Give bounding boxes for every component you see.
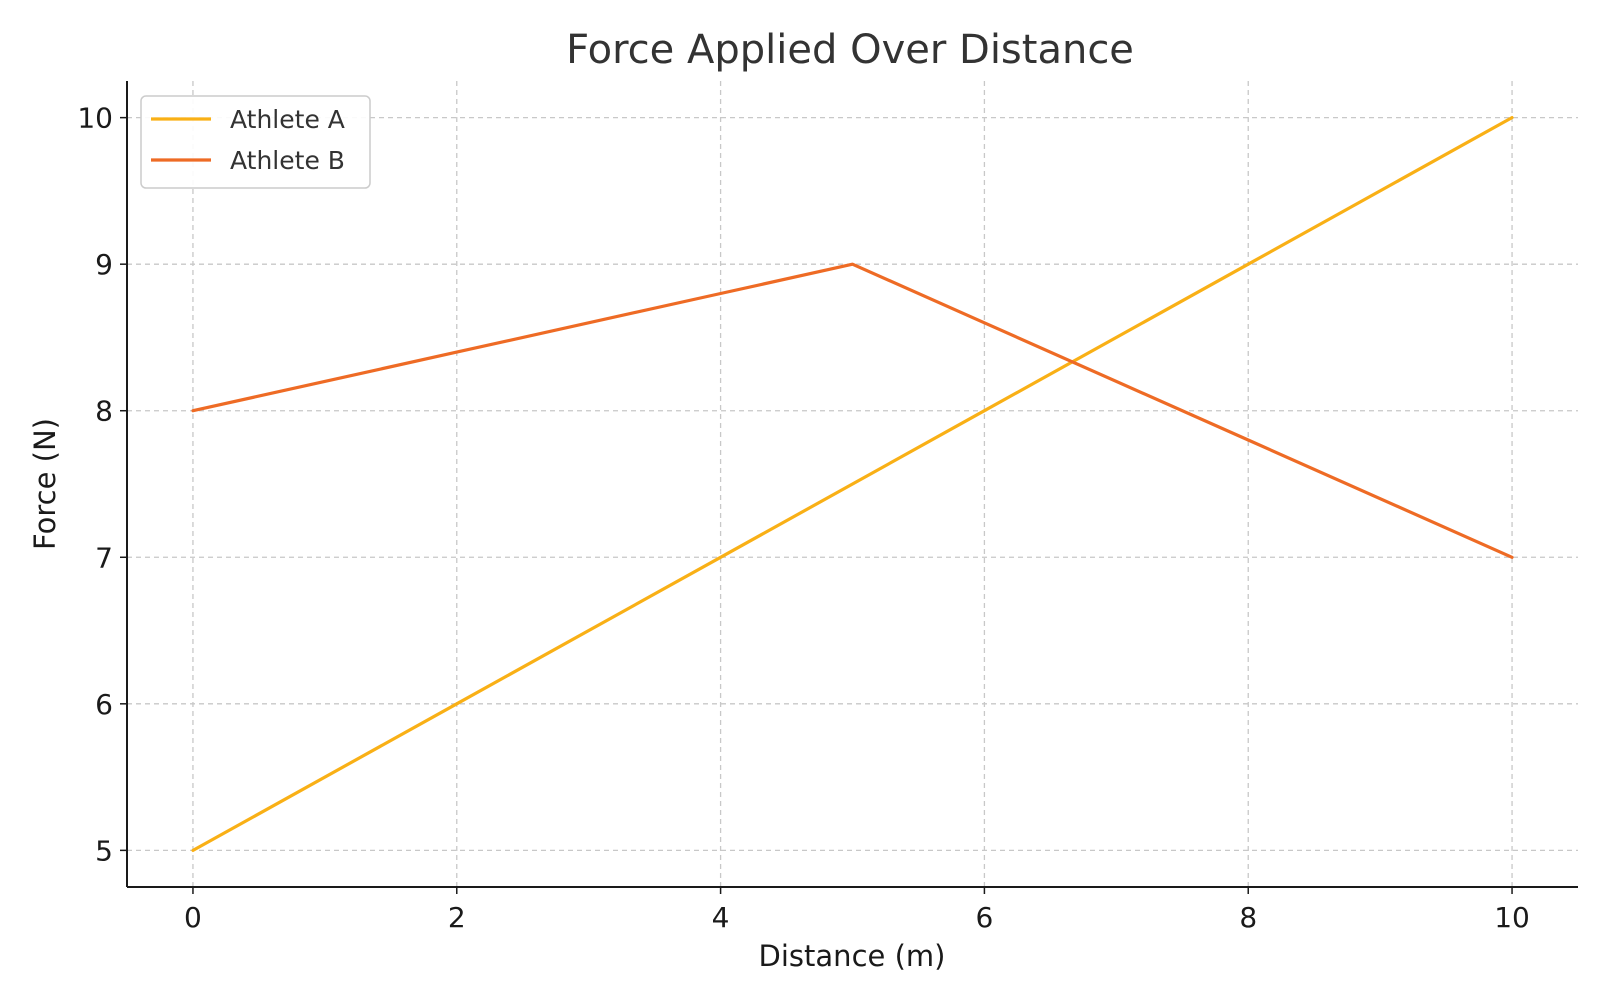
- x-tick-label: 8: [1239, 901, 1257, 934]
- series-lines: [191, 115, 1514, 853]
- chart-title: Force Applied Over Distance: [566, 27, 1134, 73]
- legend: Athlete A Athlete B: [140, 95, 371, 189]
- legend-label: Athlete B: [230, 146, 345, 175]
- y-tick-label: 8: [95, 395, 113, 428]
- series-line-athlete-a: [191, 115, 1514, 853]
- y-tick-label: 5: [95, 834, 113, 867]
- legend-label: Athlete A: [230, 105, 345, 134]
- x-tick-label: 6: [975, 901, 993, 934]
- y-axis-label: Force (N): [28, 418, 62, 550]
- y-tick-label: 7: [95, 541, 113, 574]
- series-line-athlete-b: [191, 262, 1514, 559]
- y-tick-label: 10: [77, 102, 113, 135]
- x-axis-label: Distance (m): [759, 939, 946, 973]
- y-gridlines: [127, 116, 1578, 852]
- x-tick-label: 2: [448, 901, 466, 934]
- x-tick-label: 4: [712, 901, 730, 934]
- y-tick-label: 9: [95, 248, 113, 281]
- y-axis-ticks: 5 6 7 8 9 10: [77, 102, 127, 867]
- x-axis-ticks: 0 2 4 6 8 10: [184, 887, 1530, 934]
- x-tick-label: 0: [184, 901, 202, 934]
- y-tick-label: 6: [95, 688, 113, 721]
- x-tick-label: 10: [1494, 901, 1530, 934]
